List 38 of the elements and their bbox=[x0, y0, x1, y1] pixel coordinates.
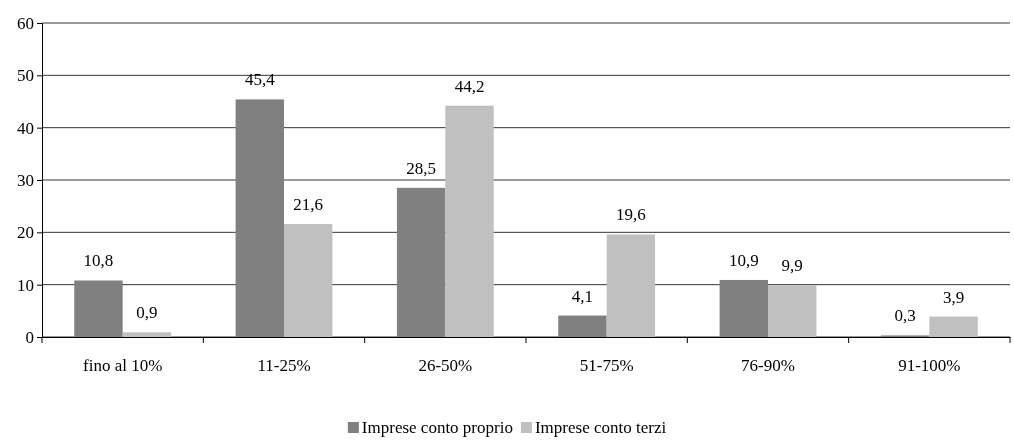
y-tick-label: 30 bbox=[17, 170, 34, 190]
bar bbox=[768, 285, 817, 337]
data-label: 0,3 bbox=[894, 306, 916, 326]
data-label: 44,2 bbox=[454, 76, 485, 96]
x-tick-label: 26-50% bbox=[418, 356, 473, 376]
y-tick-label: 60 bbox=[17, 13, 34, 33]
x-tick-label: 51-75% bbox=[579, 356, 634, 376]
y-tick-label: 10 bbox=[17, 275, 34, 295]
x-tick-label: 76-90% bbox=[741, 356, 795, 376]
bar bbox=[284, 223, 333, 337]
x-tick-label: 11-25% bbox=[257, 356, 311, 376]
legend-label: Imprese conto proprio bbox=[361, 418, 513, 437]
bar bbox=[235, 99, 284, 337]
data-label: 10,9 bbox=[728, 250, 759, 270]
data-label: 3,9 bbox=[942, 287, 965, 307]
y-tick-label: 40 bbox=[17, 118, 34, 138]
bar bbox=[929, 316, 978, 337]
x-tick-label: fino al 10% bbox=[83, 356, 163, 376]
bar bbox=[445, 105, 494, 337]
data-label: 4,1 bbox=[571, 286, 594, 306]
bar bbox=[74, 280, 123, 337]
legend-label: Imprese conto terzi bbox=[534, 418, 667, 437]
bar bbox=[606, 234, 656, 337]
data-label: 45,4 bbox=[244, 70, 276, 90]
bar bbox=[719, 279, 768, 337]
x-tick-label: 91-100% bbox=[898, 356, 961, 376]
bar bbox=[122, 332, 172, 337]
y-tick-label: 0 bbox=[25, 327, 34, 347]
data-label: 9,9 bbox=[781, 256, 803, 276]
y-tick-label: 20 bbox=[17, 223, 34, 243]
data-label: 19,6 bbox=[615, 205, 646, 225]
data-label: 0,9 bbox=[136, 303, 158, 323]
bar bbox=[558, 315, 607, 337]
y-tick-label: 50 bbox=[17, 66, 34, 86]
bar bbox=[396, 187, 446, 337]
data-label: 21,6 bbox=[293, 194, 324, 214]
data-label: 28,5 bbox=[406, 158, 437, 178]
data-label: 10,8 bbox=[83, 251, 114, 271]
